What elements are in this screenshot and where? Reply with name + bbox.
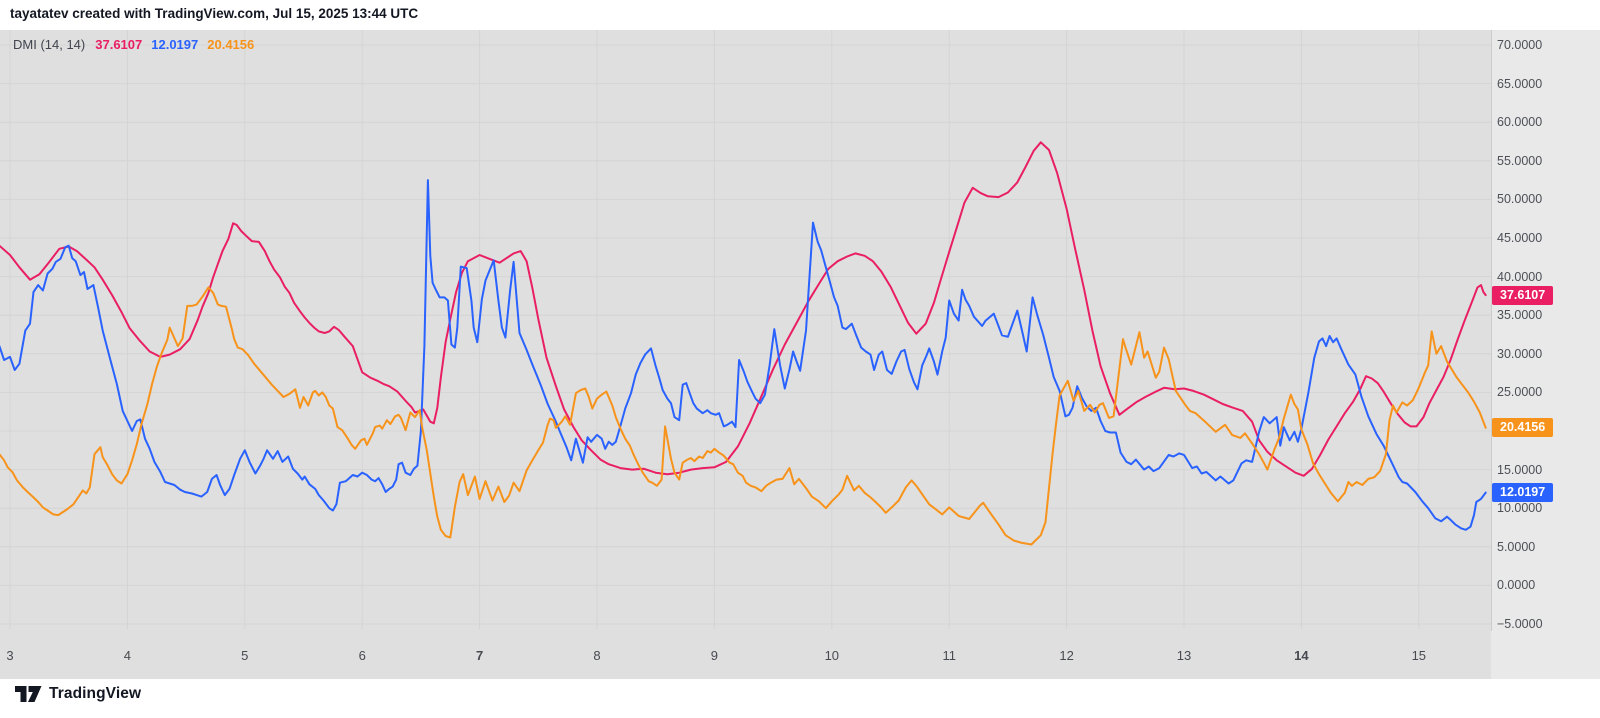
time-label-9: 9 [710,648,719,663]
price-label-70: 70.0000 [1497,38,1543,52]
series-lines [0,141,1487,546]
price-label-60: 60.0000 [1497,115,1543,130]
price-label-0: 0.0000 [1497,578,1536,593]
price-label-10: 10.0000 [1497,501,1543,516]
time-label-6: 6 [358,648,366,663]
price-label-55: 55.0000 [1497,153,1543,168]
time-label-7: 7 [475,648,484,663]
price-label-45: 45.0000 [1497,231,1543,245]
time-label-10: 10 [824,648,840,663]
price-label-50: 50.0000 [1497,192,1543,207]
legend-value-adx: 37.6107 [95,37,143,52]
time-label-3: 3 [6,648,14,663]
indicator-title: DMI (14, 14) [13,37,86,52]
time-label-5: 5 [241,648,249,663]
price-label--5: −5.0000 [1497,617,1543,631]
titlebar: tayatatev created with TradingView.com, … [0,0,1600,30]
price-badge: 37.6107 [1492,285,1554,305]
legend-value-plus-di: 12.0197 [151,37,199,52]
footer: TradingView [0,679,1600,718]
legend-value-minus-di: 20.4156 [207,37,255,52]
series-line-di [0,286,1487,546]
grid-lines [0,30,1491,629]
price-label-15: 15.0000 [1497,462,1543,477]
price-label-40: 40.0000 [1497,269,1543,284]
dmi-chart[interactable] [0,30,1491,679]
price-axis-separator [1491,30,1492,631]
time-label-13: 13 [1176,648,1192,663]
price-badge: 20.4156 [1492,418,1554,438]
time-label-4: 4 [123,648,132,663]
tradingview-wordmark: TradingView [49,685,142,702]
price-label-25: 25.0000 [1497,385,1543,400]
series-line-di [0,179,1487,531]
time-label-12: 12 [1059,648,1074,663]
time-label-15: 15 [1411,648,1427,663]
time-label-11: 11 [942,648,956,663]
price-label-5: 5.0000 [1497,539,1536,554]
attribution-text: tayatatev created with TradingView.com, … [10,6,419,21]
price-label-30: 30.0000 [1497,346,1543,361]
price-label-65: 65.0000 [1497,76,1543,91]
price-badge: 12.0197 [1492,483,1554,503]
time-label-8: 8 [593,648,601,663]
price-label-35: 35.0000 [1497,308,1543,323]
series-line-adx [0,141,1487,477]
tradingview-logo-icon [15,686,42,702]
indicator-legend[interactable]: DMI (14, 14) 37.6107 12.0197 20.4156 [13,37,263,52]
time-label-14: 14 [1294,648,1309,663]
price-axis[interactable] [1491,30,1600,679]
tradingview-brand-link[interactable]: TradingView [15,679,141,709]
